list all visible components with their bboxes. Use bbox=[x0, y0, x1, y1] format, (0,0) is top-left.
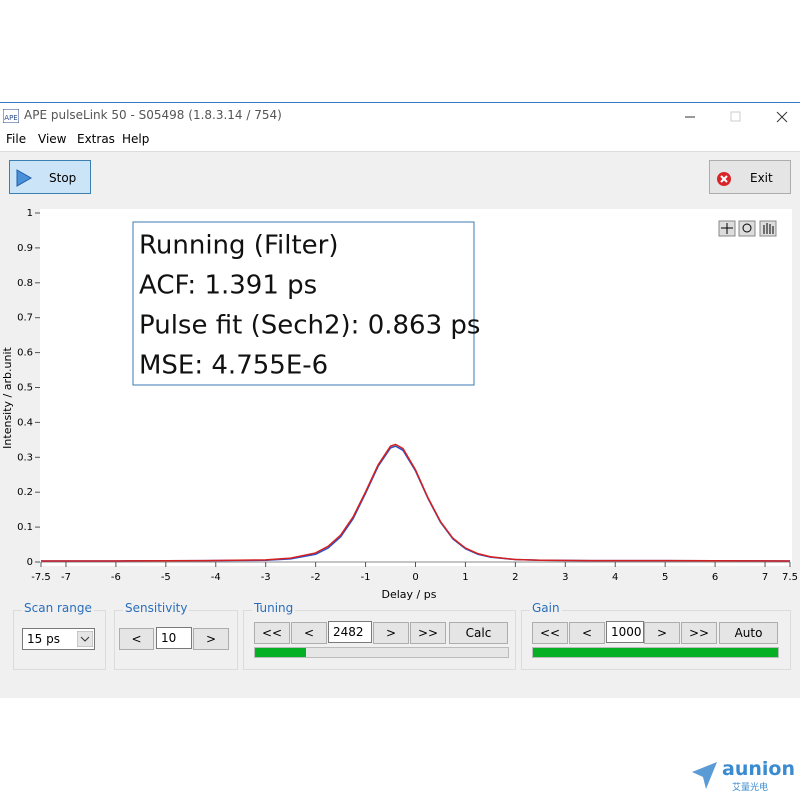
decrease-button[interactable]: < bbox=[119, 628, 154, 650]
group-title: Scan range bbox=[22, 601, 94, 615]
exit-button[interactable]: Exit bbox=[709, 160, 791, 194]
decrease-button[interactable]: < bbox=[569, 622, 605, 644]
window-title: APE pulseLink 50 - S05498 (1.8.3.14 / 75… bbox=[24, 108, 282, 122]
y-tick-label: 0.9 bbox=[17, 243, 33, 254]
x-tick-label: 1 bbox=[462, 572, 468, 583]
calc-button[interactable]: Calc bbox=[449, 622, 508, 644]
exit-icon bbox=[717, 172, 731, 186]
menu-item[interactable]: Help bbox=[122, 132, 150, 146]
menu-item[interactable]: Extras bbox=[77, 132, 115, 146]
x-axis-title: Delay / ps bbox=[382, 588, 437, 601]
x-tick-label: 7 bbox=[762, 572, 768, 583]
decrease-button[interactable]: < bbox=[291, 622, 327, 644]
menu-item[interactable]: File bbox=[6, 132, 27, 146]
button-label: Exit bbox=[750, 171, 773, 185]
x-tick-label: -6 bbox=[111, 572, 121, 583]
sensitivity-input[interactable]: 10 bbox=[156, 627, 192, 649]
y-tick-label: 0 bbox=[27, 557, 33, 568]
y-tick-label: 0.8 bbox=[17, 278, 33, 289]
y-tick-label: 0.3 bbox=[17, 452, 33, 463]
x-tick-label: -4 bbox=[211, 572, 221, 583]
x-tick-label: -1 bbox=[361, 572, 371, 583]
group-title: Sensitivity bbox=[123, 601, 190, 615]
fast-decrease-button[interactable]: << bbox=[532, 622, 568, 644]
x-tick-label: -2 bbox=[311, 572, 321, 583]
button-label: Stop bbox=[49, 171, 77, 185]
x-tick-label: 4 bbox=[612, 572, 618, 583]
x-tick-label: 5 bbox=[662, 572, 668, 583]
status-box bbox=[132, 221, 475, 386]
watermark: aunion 艾量光电 bbox=[690, 758, 795, 794]
progress-fill bbox=[533, 648, 778, 657]
y-tick-label: 0.1 bbox=[17, 522, 33, 533]
increase-button[interactable]: > bbox=[644, 622, 680, 644]
y-tick-label: 0.4 bbox=[17, 417, 33, 428]
y-tick-label: 1 bbox=[27, 208, 33, 219]
fast-increase-button[interactable]: >> bbox=[681, 622, 717, 644]
app-window: APE APE pulseLink 50 - S05498 (1.8.3.14 … bbox=[0, 102, 800, 698]
app-icon: APE bbox=[3, 109, 19, 123]
status-line: MSE: 4.755E-6 bbox=[139, 351, 328, 381]
scan-range-group: Scan range 15 ps bbox=[13, 601, 106, 670]
x-tick-label: -7.5 bbox=[31, 572, 51, 583]
group-title: Tuning bbox=[252, 601, 296, 615]
stop-button[interactable]: Stop bbox=[9, 160, 91, 194]
x-tick-label: 6 bbox=[712, 572, 718, 583]
tuning-input[interactable]: 2482 bbox=[328, 621, 372, 643]
y-axis-title: Intensity / arb.unit bbox=[1, 347, 14, 449]
chart: Running (Filter) ACF: 1.391 ps Pulse fit… bbox=[1, 208, 798, 601]
x-tick-label: -7 bbox=[61, 572, 71, 583]
x-tick-label: 3 bbox=[562, 572, 568, 583]
y-tick-label: 0.5 bbox=[17, 383, 33, 394]
plot-tools[interactable] bbox=[718, 220, 777, 237]
play-icon bbox=[16, 169, 33, 187]
status-line: Pulse fit (Sech2): 0.863 ps bbox=[139, 311, 480, 341]
fast-decrease-button[interactable]: << bbox=[254, 622, 290, 644]
sensitivity-group: Sensitivity < 10 > bbox=[114, 601, 238, 670]
watermark-logo bbox=[692, 762, 717, 789]
x-tick-label: -5 bbox=[161, 572, 171, 583]
gain-input[interactable]: 1000 bbox=[606, 621, 644, 643]
status-line: Running (Filter) bbox=[139, 231, 338, 261]
select-value: 15 ps bbox=[27, 632, 60, 646]
menu-item[interactable]: View bbox=[38, 132, 67, 146]
y-tick-label: 0.6 bbox=[17, 348, 33, 359]
scan-range-select[interactable]: 15 ps bbox=[22, 628, 95, 650]
dropdown-arrow bbox=[77, 631, 93, 647]
data-line bbox=[41, 443, 791, 562]
x-tick-label: 2 bbox=[512, 572, 518, 583]
tuning-progress bbox=[254, 647, 509, 658]
increase-button[interactable]: > bbox=[373, 622, 409, 644]
x-tick-label: -3 bbox=[261, 572, 271, 583]
fast-increase-button[interactable]: >> bbox=[410, 622, 446, 644]
y-tick-label: 0.7 bbox=[17, 313, 33, 324]
watermark-brand: aunion bbox=[722, 758, 795, 780]
group-title: Gain bbox=[530, 601, 562, 615]
svg-text:APE: APE bbox=[4, 114, 17, 122]
auto-button[interactable]: Auto bbox=[719, 622, 778, 644]
x-tick-label: 7.5 bbox=[782, 572, 798, 583]
gain-group: Gain << < 1000 > >> Auto bbox=[521, 601, 791, 670]
progress-fill bbox=[255, 648, 306, 657]
tuning-group: Tuning << < 2482 > >> Calc bbox=[243, 601, 516, 670]
gain-progress bbox=[532, 647, 779, 658]
status-line: ACF: 1.391 ps bbox=[139, 271, 317, 301]
window-buttons[interactable] bbox=[680, 109, 795, 125]
menu-bar: File View Extras Help bbox=[0, 129, 800, 152]
y-tick-label: 0.2 bbox=[17, 487, 33, 498]
increase-button[interactable]: > bbox=[193, 628, 229, 650]
title-bar: APE APE pulseLink 50 - S05498 (1.8.3.14 … bbox=[0, 103, 800, 129]
watermark-sub: 艾量光电 bbox=[732, 783, 769, 793]
x-tick-label: 0 bbox=[412, 572, 418, 583]
